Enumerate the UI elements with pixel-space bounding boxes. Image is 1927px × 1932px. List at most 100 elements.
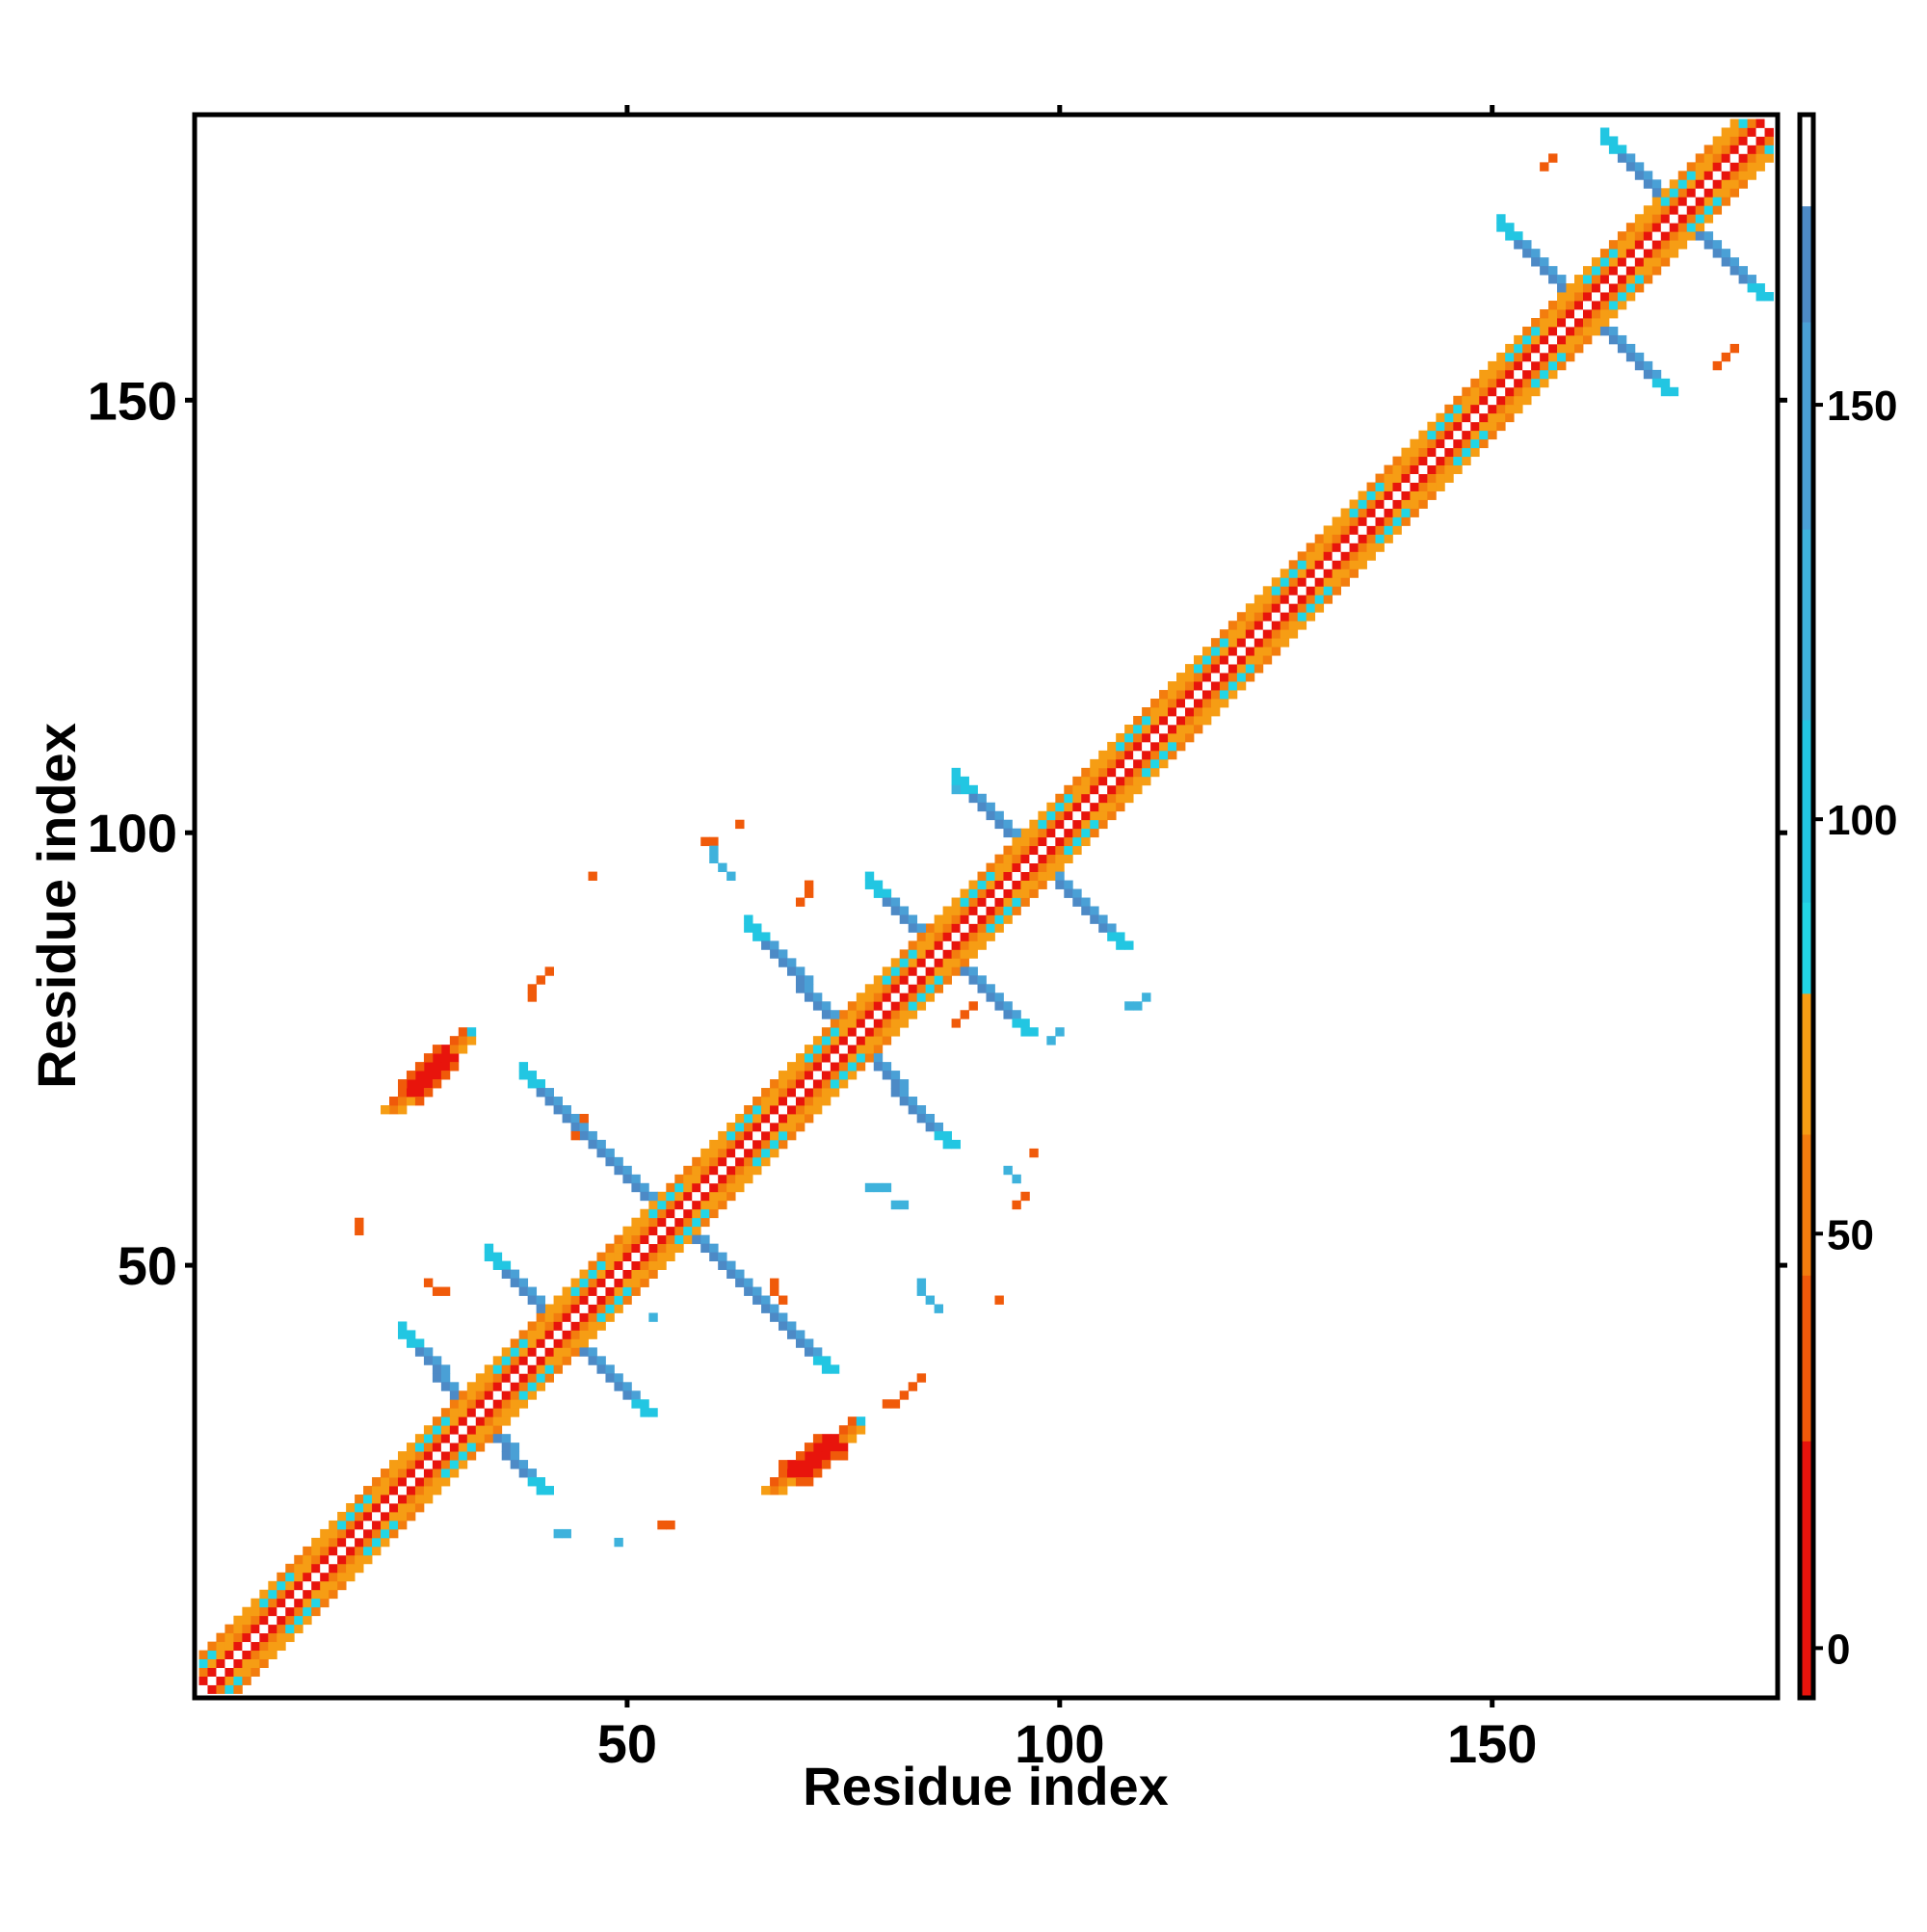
heatmap-cell [389, 1486, 399, 1495]
heatmap-cell [1349, 560, 1359, 569]
heatmap-cell [968, 923, 978, 933]
heatmap-cell [1608, 334, 1619, 345]
heatmap-cell [1012, 828, 1021, 838]
heatmap-cell [1608, 266, 1619, 276]
colorbar-band [1800, 529, 1813, 721]
heatmap-cell [1617, 275, 1627, 284]
heatmap-cell [787, 1477, 797, 1487]
heatmap-cell [718, 862, 727, 872]
heatmap-cell [355, 1563, 364, 1574]
heatmap-cell [873, 1027, 884, 1037]
heatmap-cell [1046, 871, 1056, 881]
heatmap-cell [242, 1641, 251, 1652]
heatmap-cell [1046, 862, 1056, 872]
heatmap-cell [1444, 447, 1454, 458]
heatmap-cell [779, 949, 788, 959]
x-axis-label: Residue index [803, 1756, 1169, 1816]
heatmap-cell [709, 1200, 719, 1210]
heatmap-cell [951, 949, 961, 959]
heatmap-cell [960, 932, 969, 941]
heatmap-cell [812, 1451, 823, 1461]
heatmap-cell [251, 1658, 260, 1668]
heatmap-cell [657, 1260, 667, 1270]
heatmap-cell [1055, 793, 1065, 804]
heatmap-cell [527, 1321, 538, 1331]
heatmap-cell [518, 1338, 529, 1348]
heatmap-cell [657, 1200, 667, 1210]
heatmap-cell [1029, 819, 1039, 830]
heatmap-cell [700, 1243, 710, 1254]
heatmap-cell [562, 1330, 571, 1339]
heatmap-cell [1314, 595, 1325, 604]
heatmap-cell [458, 1036, 468, 1045]
heatmap-cell [821, 1079, 832, 1089]
heatmap-cell [1271, 595, 1281, 604]
heatmap-cell [1643, 360, 1653, 371]
heatmap-cell [492, 1382, 503, 1391]
heatmap-cell [1462, 438, 1471, 449]
heatmap-cell [864, 871, 875, 881]
heatmap-cell [908, 984, 918, 993]
heatmap-cell [1479, 404, 1489, 414]
heatmap-cell [1574, 317, 1584, 328]
heatmap-cell [329, 1563, 338, 1574]
heatmap-cell [1488, 430, 1497, 440]
heatmap-cell [1340, 569, 1350, 578]
heatmap-cell [1470, 447, 1480, 458]
heatmap-cell [1531, 343, 1541, 354]
heatmap-cell [1358, 508, 1367, 517]
heatmap-cell [1012, 862, 1021, 872]
heatmap-cell [1081, 819, 1091, 830]
heatmap-cell [553, 1356, 563, 1365]
heatmap-cell [631, 1174, 641, 1184]
heatmap-cell [423, 1477, 434, 1487]
heatmap-cell [1012, 854, 1021, 864]
heatmap-cell [622, 1226, 632, 1236]
heatmap-cell [1712, 197, 1723, 206]
heatmap-cell [518, 1330, 529, 1339]
heatmap-cell [355, 1546, 364, 1556]
heatmap-cell [1392, 473, 1402, 483]
heatmap-cell [779, 1071, 788, 1080]
heatmap-cell [1201, 699, 1212, 708]
heatmap-cell [700, 1174, 710, 1184]
heatmap-cell [1582, 326, 1593, 336]
heatmap-cell [536, 975, 546, 985]
heatmap-cell [1116, 802, 1125, 812]
heatmap-cell [770, 1486, 779, 1495]
heatmap-cell [216, 1676, 225, 1685]
heatmap-cell [320, 1554, 330, 1565]
heatmap-cell [812, 992, 823, 1002]
heatmap-cell [1159, 699, 1169, 708]
heatmap-cell [397, 1511, 408, 1522]
heatmap-cell [622, 1174, 632, 1184]
heatmap-cell [1072, 810, 1082, 821]
heatmap-cell [570, 1312, 580, 1322]
heatmap-cell [1003, 854, 1013, 864]
heatmap-cell [1453, 447, 1463, 458]
heatmap-cell [1721, 171, 1731, 180]
heatmap-cell [458, 1399, 468, 1409]
heatmap-cell [1436, 447, 1445, 458]
heatmap-cell [1124, 724, 1134, 734]
heatmap-cell [692, 1174, 701, 1184]
heatmap-cell [882, 1071, 892, 1080]
heatmap-cell [951, 923, 961, 933]
heatmap-cell [838, 1045, 849, 1054]
heatmap-cell [1142, 707, 1151, 717]
heatmap-cell [1686, 162, 1697, 172]
heatmap-cell [994, 819, 1004, 830]
heatmap-cell [1608, 257, 1619, 267]
heatmap-cell [899, 914, 910, 924]
heatmap-cell [787, 1105, 797, 1115]
heatmap-cell [1505, 223, 1515, 232]
heatmap-cell [648, 1208, 658, 1219]
heatmap-cell [718, 1252, 727, 1262]
heatmap-cell [1142, 741, 1151, 752]
heatmap-cell [1505, 343, 1515, 354]
heatmap-cell [942, 975, 952, 985]
heatmap-cell [553, 1312, 563, 1322]
heatmap-cell [1055, 828, 1065, 838]
heatmap-cell [994, 906, 1004, 915]
heatmap-cell [830, 1010, 840, 1019]
